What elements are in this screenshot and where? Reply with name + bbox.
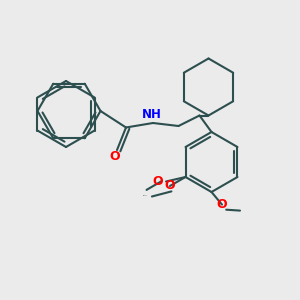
Text: O: O [109, 150, 120, 163]
Text: O: O [165, 179, 175, 193]
Text: O: O [152, 175, 163, 188]
Text: O: O [217, 198, 227, 211]
Text: NH: NH [142, 108, 161, 121]
Text: methyl: methyl [142, 195, 148, 196]
